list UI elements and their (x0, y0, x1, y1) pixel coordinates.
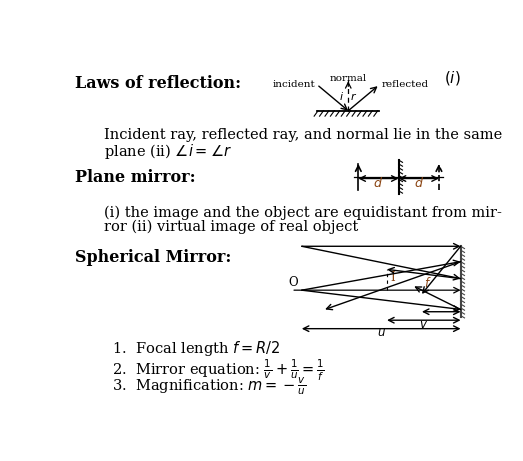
Text: ror (ii) virtual image of real object: ror (ii) virtual image of real object (104, 219, 358, 234)
Text: O: O (288, 276, 298, 289)
Text: reflected: reflected (382, 80, 429, 89)
Text: $u$: $u$ (377, 326, 385, 339)
Text: 2.  Mirror equation: $\frac{1}{v} + \frac{1}{u} = \frac{1}{f}$: 2. Mirror equation: $\frac{1}{v} + \frac… (112, 358, 325, 383)
Text: $v$: $v$ (419, 318, 428, 331)
Text: Plane mirror:: Plane mirror: (75, 169, 195, 186)
Text: 1.  Focal length $f = R/2$: 1. Focal length $f = R/2$ (112, 339, 280, 358)
Text: Spherical Mirror:: Spherical Mirror: (75, 249, 231, 266)
Text: $i$: $i$ (339, 90, 344, 102)
Text: I: I (390, 271, 395, 284)
Text: $r$: $r$ (350, 91, 357, 102)
Text: $(i)$: $(i)$ (444, 69, 461, 87)
Text: 3.  Magnification: $m = -\frac{v}{u}$: 3. Magnification: $m = -\frac{v}{u}$ (112, 376, 306, 397)
Text: $d$: $d$ (373, 176, 383, 190)
Text: Laws of reflection:: Laws of reflection: (75, 75, 241, 92)
Text: $f$: $f$ (424, 276, 432, 290)
Text: Incident ray, reflected ray, and normal lie in the same: Incident ray, reflected ray, and normal … (104, 129, 503, 142)
Text: incident: incident (272, 80, 315, 89)
Text: (i) the image and the object are equidistant from mir-: (i) the image and the object are equidis… (104, 206, 502, 220)
Text: plane (ii) $\angle i = \angle r$: plane (ii) $\angle i = \angle r$ (104, 142, 232, 161)
Text: normal: normal (329, 74, 367, 83)
Text: $d$: $d$ (414, 176, 424, 190)
